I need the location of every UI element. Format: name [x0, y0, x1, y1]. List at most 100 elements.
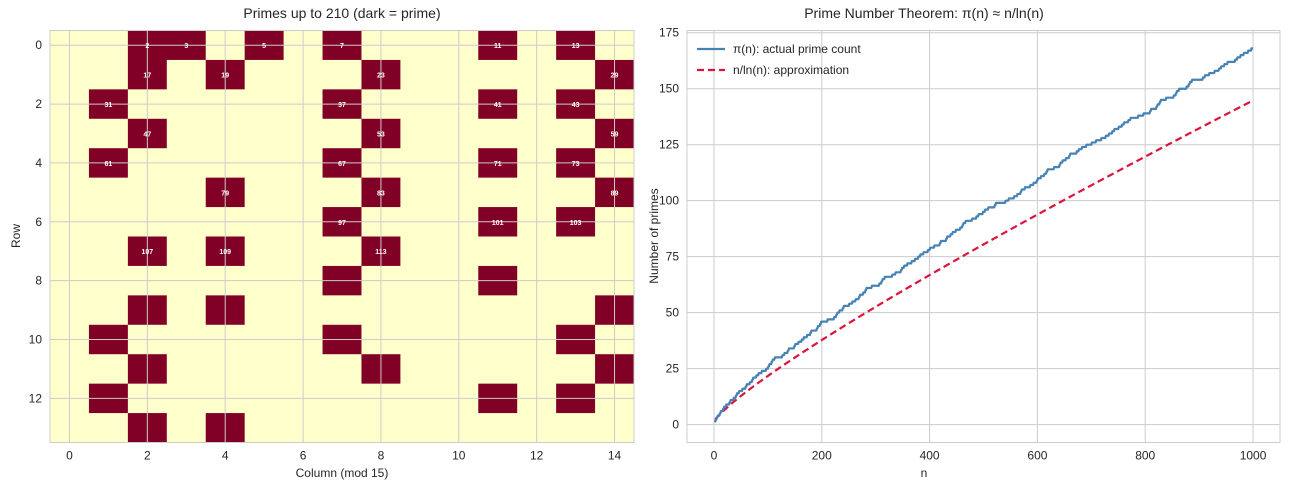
heatmap-gridlines [50, 30, 634, 443]
prime-label: 5 [262, 43, 266, 50]
x-tick-label: 4 [222, 449, 229, 463]
x-tick-label: 14 [608, 449, 622, 463]
non-prime-cell [556, 354, 596, 385]
line-chart-title: Prime Number Theorem: π(n) ≈ n/ln(n) [804, 5, 1044, 21]
non-prime-cell [478, 118, 518, 149]
non-prime-cell [322, 295, 362, 326]
prime-label: 67 [338, 161, 346, 168]
prime-label: 97 [338, 220, 346, 227]
non-prime-cell [244, 59, 285, 90]
non-prime-cell [478, 295, 518, 326]
prime-label: 79 [221, 190, 229, 197]
legend-approx-label: n/ln(n): approximation [733, 63, 849, 77]
heatmap-y-ticks: 0 2 4 6 8 10 12 [29, 38, 43, 405]
prime-label: 7 [340, 43, 344, 50]
y-tick-label: 175 [659, 26, 679, 40]
non-prime-cell [88, 177, 129, 208]
non-prime-cell [556, 413, 596, 443]
prime-label: 19 [221, 73, 229, 80]
x-tick-label: 0 [66, 449, 73, 463]
y-tick-label: 2 [35, 97, 42, 111]
prime-label: 11 [494, 43, 502, 50]
prime-label: 2 [145, 43, 149, 50]
x-tick-label: 400 [920, 449, 940, 463]
non-prime-cell [400, 354, 440, 385]
line-chart-x-label: n [921, 466, 928, 480]
non-prime-cell [478, 236, 518, 267]
y-tick-label: 75 [666, 250, 680, 264]
non-prime-cell [166, 177, 207, 208]
non-prime-cell [166, 354, 207, 385]
prime-label: 83 [377, 190, 385, 197]
non-prime-cell [400, 118, 440, 149]
prime-label: 73 [572, 161, 580, 168]
prime-grid-chart: Primes up to 210 (dark = prime) 2 3 5 7 11 13… [9, 5, 635, 480]
x-tick-label: 10 [452, 449, 466, 463]
line-chart-x-ticks: 0 200 400 600 800 1000 [711, 449, 1267, 463]
prime-label: 101 [492, 220, 504, 227]
y-tick-label: 10 [29, 333, 43, 347]
prime-label: 43 [572, 102, 580, 109]
non-prime-cell [400, 59, 440, 90]
prime-label: 47 [143, 132, 151, 139]
prime-label: 3 [184, 43, 188, 50]
x-tick-label: 1000 [1240, 449, 1267, 463]
x-tick-label: 800 [1135, 449, 1155, 463]
x-tick-label: 12 [530, 449, 544, 463]
non-prime-cell [88, 413, 129, 443]
y-tick-label: 50 [666, 306, 680, 320]
non-prime-cell [244, 354, 285, 385]
y-tick-label: 0 [35, 38, 42, 52]
prime-label: 113 [375, 249, 386, 256]
non-prime-cell [166, 59, 207, 90]
line-chart-gridlines [687, 30, 1280, 443]
non-prime-cell [478, 354, 518, 385]
non-prime-cell [244, 177, 285, 208]
non-prime-cell [88, 118, 129, 149]
prime-label: 109 [219, 249, 231, 256]
non-prime-cell [478, 177, 518, 208]
non-prime-cell [478, 413, 518, 443]
non-prime-cell [166, 413, 207, 443]
heatmap-cells [50, 30, 635, 443]
line-chart-frame [686, 30, 1281, 443]
non-prime-cell [400, 413, 440, 443]
legend: π(n): actual prime count n/ln(n): approx… [697, 42, 861, 77]
x-tick-label: 2 [144, 449, 151, 463]
line-chart-y-label: Number of primes [647, 188, 661, 283]
prime-label: 41 [494, 102, 502, 109]
heatmap-y-label: Row [9, 224, 23, 248]
non-prime-cell [556, 118, 596, 149]
non-prime-cell [244, 236, 285, 267]
non-prime-cell [166, 295, 207, 326]
non-prime-cell [244, 118, 285, 149]
non-prime-cell [478, 59, 518, 90]
non-prime-cell [322, 118, 362, 149]
non-prime-cell [400, 177, 440, 208]
non-prime-cell [166, 236, 207, 267]
y-tick-label: 6 [35, 215, 42, 229]
y-tick-label: 125 [659, 138, 679, 152]
non-prime-cell [556, 295, 596, 326]
x-tick-label: 0 [711, 449, 718, 463]
y-tick-label: 8 [35, 274, 42, 288]
heatmap-title: Primes up to 210 (dark = prime) [243, 5, 440, 21]
non-prime-cell [322, 59, 362, 90]
prime-label: 31 [105, 102, 113, 109]
actual-prime-count-line [713, 47, 1254, 423]
non-prime-cell [166, 118, 207, 149]
prime-label: 103 [570, 220, 582, 227]
y-tick-label: 0 [672, 418, 679, 432]
y-tick-label: 12 [29, 391, 43, 405]
non-prime-cell [88, 354, 129, 385]
heatmap-frame [49, 30, 635, 443]
non-prime-cell [556, 177, 596, 208]
prime-label: 89 [611, 190, 619, 197]
non-prime-cell [556, 59, 596, 90]
heatmap-x-ticks: 0 2 4 6 8 10 12 14 [66, 449, 621, 463]
prime-label: 13 [572, 43, 580, 50]
approximation-line [714, 99, 1254, 420]
non-prime-cell [322, 236, 362, 267]
